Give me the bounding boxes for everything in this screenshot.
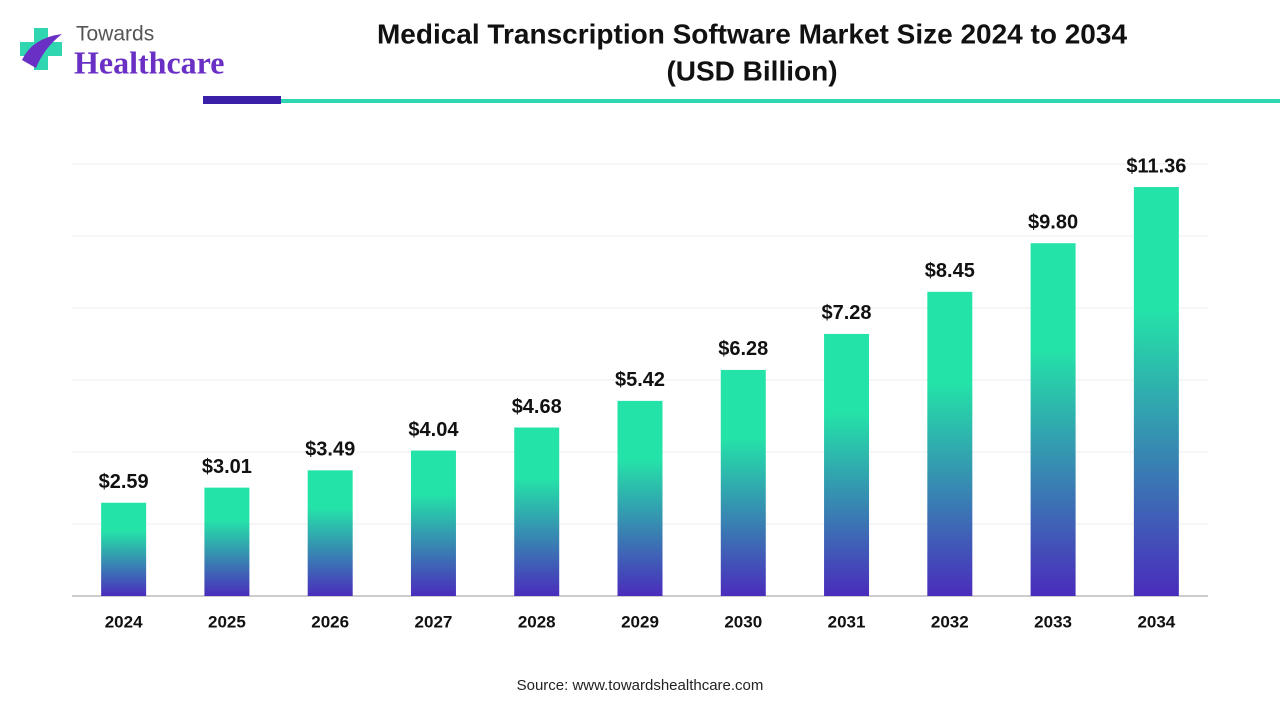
x-tick-label: 2024 — [105, 612, 143, 631]
chart-subtitle: (USD Billion) — [666, 55, 837, 86]
data-label: $2.59 — [99, 471, 149, 493]
bar — [1030, 243, 1076, 596]
bar — [617, 400, 663, 596]
bar — [514, 427, 560, 596]
x-tick-label: 2031 — [828, 612, 866, 631]
x-tick-label: 2028 — [518, 612, 556, 631]
data-label: $5.42 — [615, 369, 665, 391]
x-tick-label: 2029 — [621, 612, 659, 631]
logo-leaf — [22, 34, 62, 68]
header-accent — [203, 96, 281, 104]
brand-line2: Healthcare — [74, 44, 224, 80]
data-label: $7.28 — [822, 302, 872, 324]
chart-title: Medical Transcription Software Market Si… — [377, 18, 1127, 49]
x-tick-label: 2027 — [415, 612, 453, 631]
data-label: $9.80 — [1028, 211, 1078, 233]
bar — [1133, 187, 1179, 597]
data-label: $6.28 — [718, 338, 768, 360]
bar — [204, 487, 250, 596]
bar — [307, 470, 353, 596]
data-label: $8.45 — [925, 260, 975, 282]
bar — [824, 333, 870, 596]
data-label: $4.04 — [408, 419, 459, 441]
logo: Towards Healthcare — [20, 23, 224, 80]
data-label: $4.68 — [512, 396, 562, 418]
bar — [410, 450, 456, 596]
x-tick-label: 2032 — [931, 612, 969, 631]
brand-line1: Towards — [76, 23, 154, 46]
data-label: $3.01 — [202, 456, 252, 478]
x-tick-label: 2030 — [724, 612, 762, 631]
bar — [927, 291, 973, 596]
bar — [720, 369, 766, 596]
data-label: $11.36 — [1126, 155, 1186, 177]
x-tick-label: 2026 — [311, 612, 349, 631]
x-tick-label: 2034 — [1137, 612, 1175, 631]
header-rule — [281, 99, 1280, 103]
x-tick-label: 2025 — [208, 612, 246, 631]
x-tick-label: 2033 — [1034, 612, 1072, 631]
data-label: $3.49 — [305, 439, 355, 461]
source: Source: www.towardshealthcare.com — [517, 677, 764, 694]
bar — [101, 502, 147, 596]
